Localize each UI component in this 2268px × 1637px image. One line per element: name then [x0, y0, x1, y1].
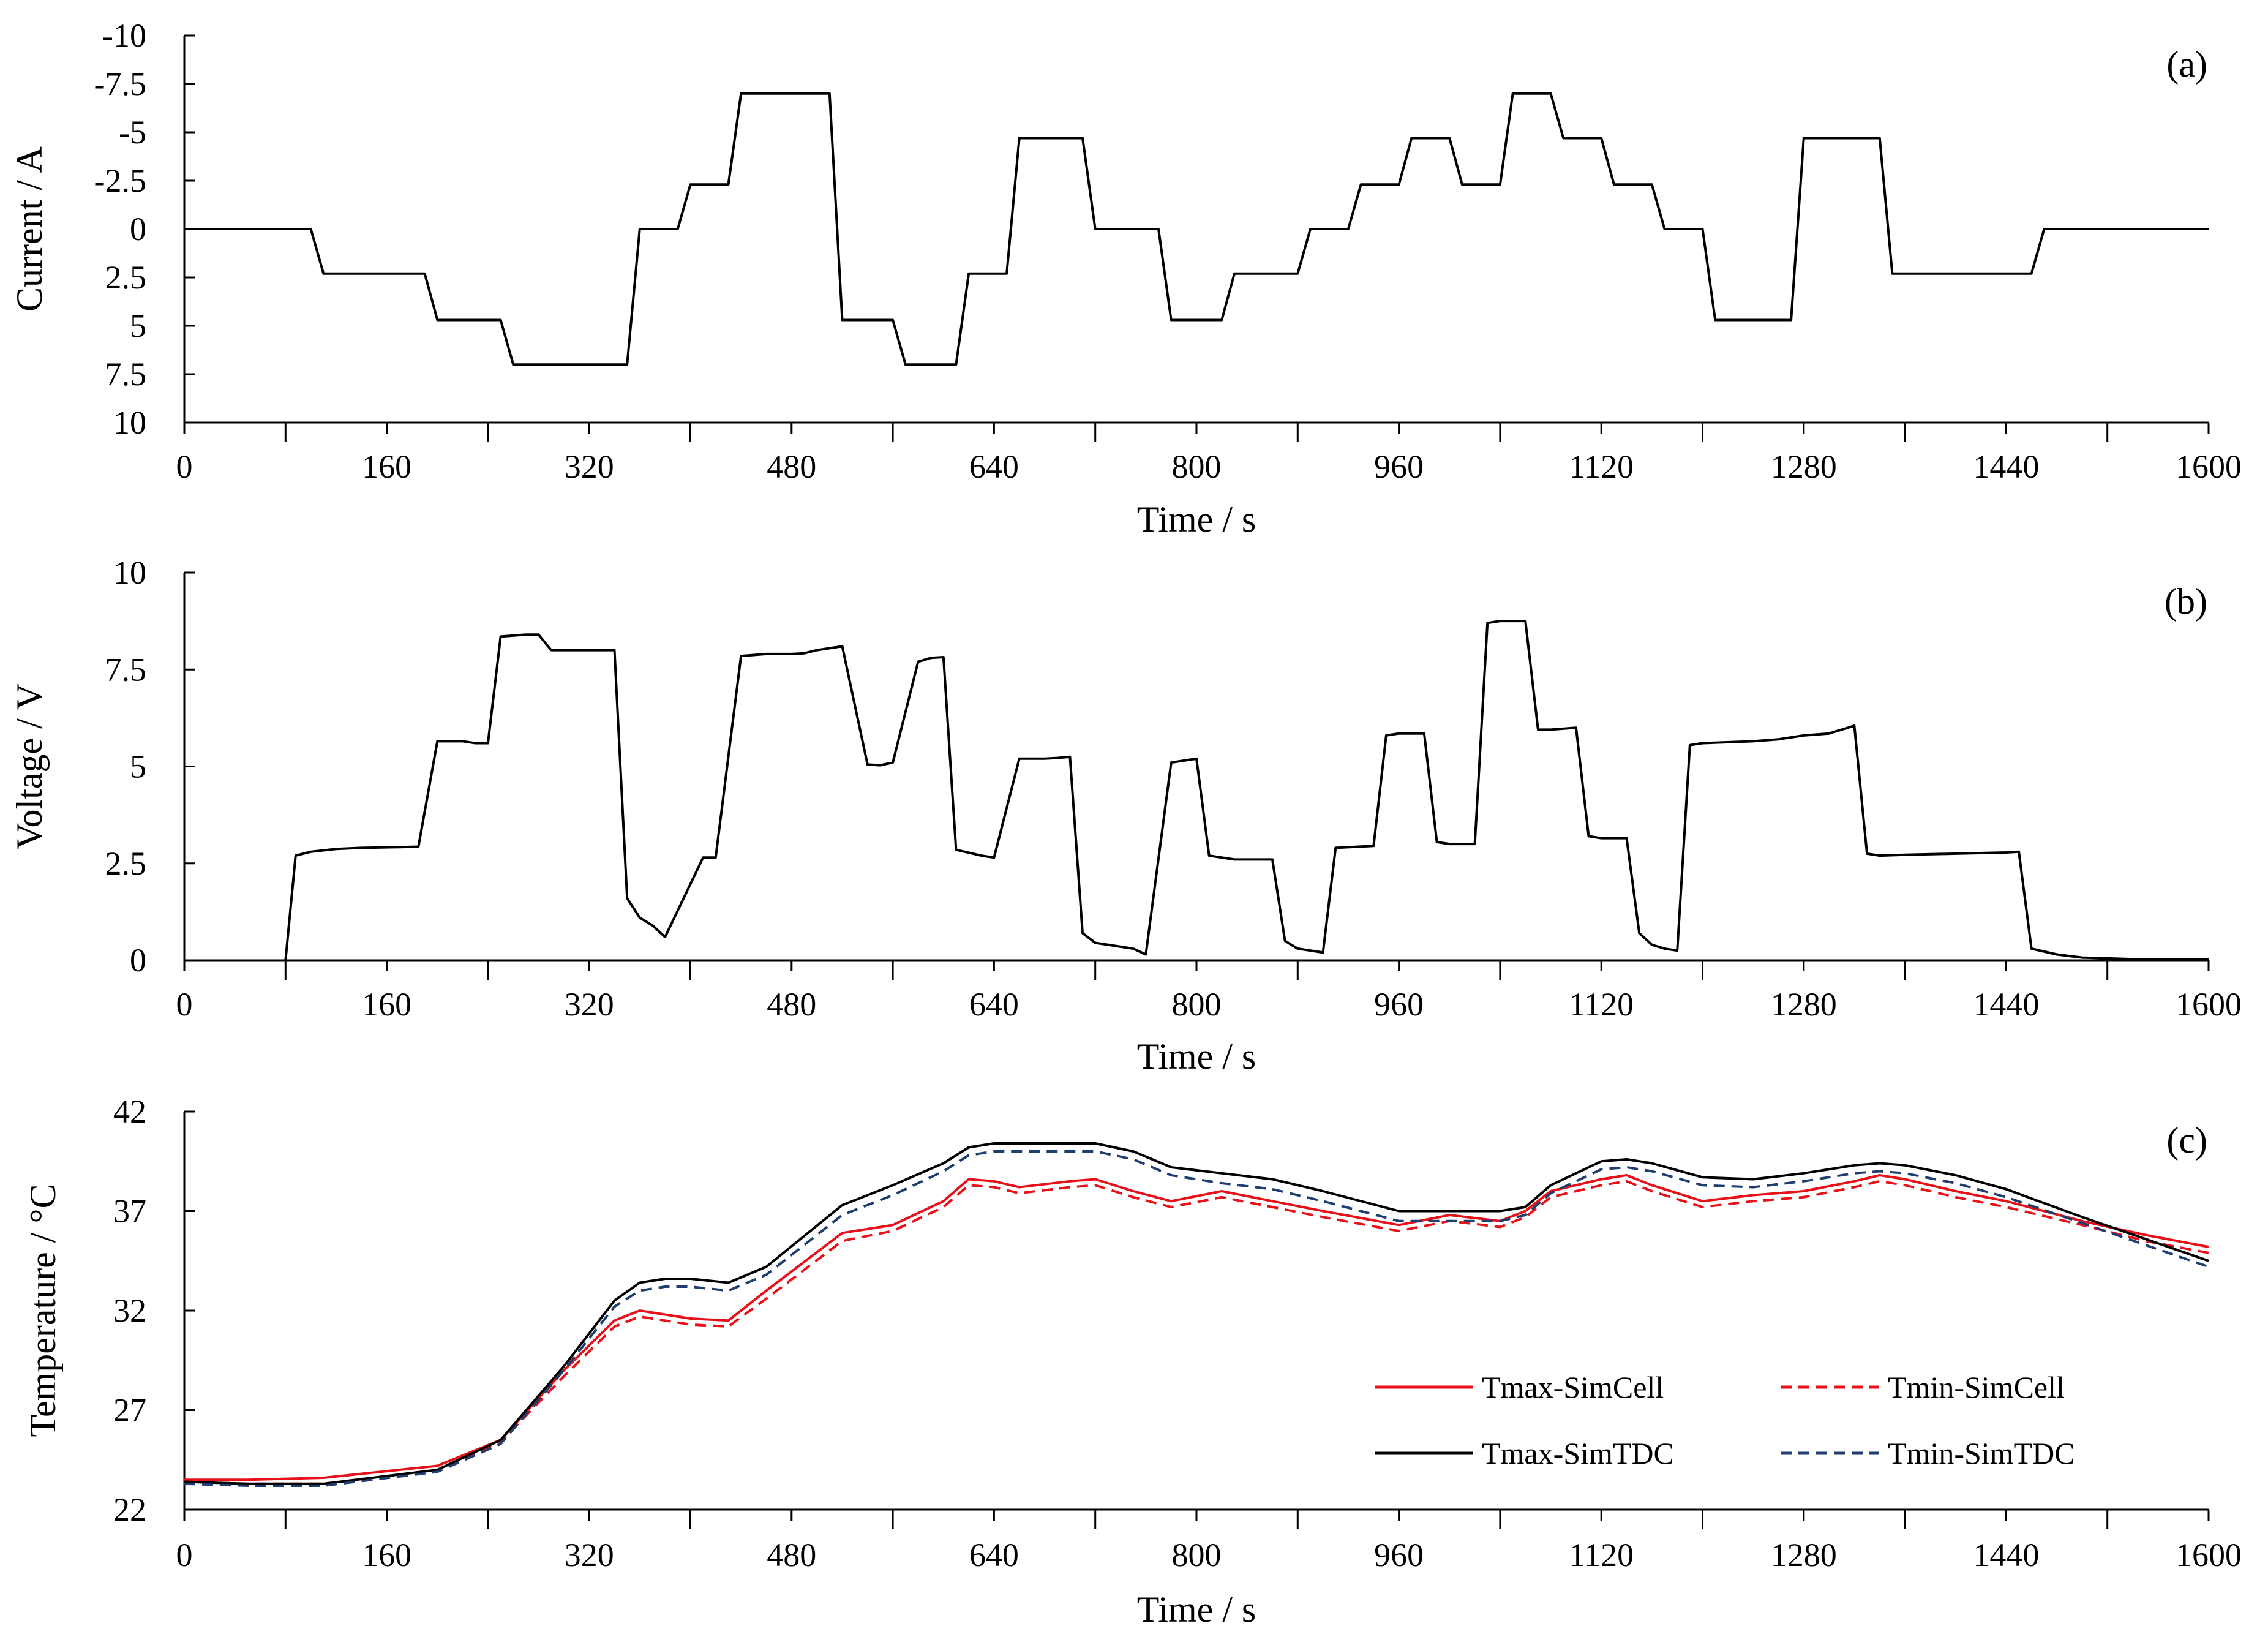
x-tick-label: 1440 [1973, 1537, 2039, 1573]
x-tick-label: 320 [565, 1537, 614, 1573]
x-tick-label: 320 [565, 986, 614, 1023]
legend-label: Tmin-SimCell [1888, 1370, 2065, 1404]
y-tick-label: 37 [113, 1193, 146, 1230]
y-axis-label: Voltage / V [9, 683, 50, 849]
y-tick-label: 32 [113, 1292, 146, 1329]
x-tick-label: 320 [565, 448, 614, 485]
x-tick-label: 1280 [1771, 986, 1837, 1023]
y-axis-label: Current / A [9, 146, 50, 312]
x-tick-label: 1440 [1973, 986, 2039, 1023]
y-tick-label: 7.5 [105, 651, 147, 688]
y-tick-label: 10 [113, 404, 146, 441]
x-tick-label: 1600 [2176, 448, 2242, 485]
series-line-voltage [284, 620, 2209, 961]
x-tick-label: 960 [1374, 986, 1424, 1023]
x-tick-label: 1120 [1569, 986, 1634, 1023]
panel-c-temperature: 0 160 320 480 640 800 960 1120 1280 1440 1600 22 27 3… [23, 1093, 2242, 1630]
x-axis-label: Time / s [1137, 499, 1256, 540]
panel-b-voltage: 0 160 320 480 640 800 960 1120 1280 1440 1600 0 2.5 5… [9, 554, 2242, 1077]
series-line-tmin-simtdc [184, 1150, 2209, 1487]
x-tick-label: 960 [1374, 448, 1424, 485]
x-tick-label: 160 [362, 986, 411, 1023]
x-tick-label: 1280 [1771, 1537, 1837, 1573]
y-tick-label: 0 [130, 211, 146, 247]
x-tick-label: 0 [176, 448, 193, 485]
x-tick-label: 480 [767, 1537, 816, 1573]
panel-label: (a) [2166, 44, 2207, 85]
series-line-current [184, 92, 2209, 366]
series-line-tmin-simcell [184, 1180, 2209, 1485]
y-tick-label: -7.5 [94, 66, 146, 102]
y-tick-label: 42 [113, 1093, 146, 1130]
x-tick-label: 640 [969, 986, 1019, 1023]
x-tick-label: 0 [176, 1537, 193, 1573]
legend-label: Tmax-SimCell [1482, 1370, 1664, 1404]
y-tick-label: -10 [102, 17, 146, 54]
panel-label: (c) [2166, 1120, 2207, 1161]
x-tick-label: 640 [969, 1537, 1019, 1573]
x-tick-label: 160 [362, 1537, 411, 1573]
x-tick-label: 480 [767, 986, 816, 1023]
legend-label: Tmax-SimTDC [1482, 1436, 1674, 1470]
x-tick-label: 800 [1172, 1537, 1222, 1573]
x-tick-label: 1440 [1973, 448, 2039, 485]
y-tick-label: -5 [119, 114, 146, 151]
y-tick-label: 27 [113, 1392, 146, 1429]
x-tick-label: 1600 [2176, 986, 2242, 1023]
x-axis-label: Time / s [1137, 1589, 1256, 1630]
x-tick-label: 0 [176, 986, 193, 1023]
x-tick-label: 800 [1172, 448, 1222, 485]
x-tick-label: 1600 [2176, 1537, 2242, 1573]
panel-label: (b) [2165, 581, 2207, 622]
x-tick-label: 640 [969, 448, 1019, 485]
series-line-tmax-simtdc [184, 1142, 2209, 1485]
x-tick-label: 1120 [1569, 1537, 1634, 1573]
legend: Tmax-SimCell Tmin-SimCell Tmax-SimTDC Tmin-… [1375, 1370, 2075, 1470]
x-tick-label: 960 [1374, 1537, 1424, 1573]
y-tick-label: 10 [113, 554, 146, 591]
y-tick-label: 2.5 [105, 259, 147, 296]
y-tick-label: 22 [113, 1491, 146, 1528]
y-tick-label: 5 [130, 307, 146, 344]
y-axis-label: Temperature / °C [23, 1184, 63, 1437]
x-tick-label: 160 [362, 448, 411, 485]
series-line-tmax-simcell [184, 1174, 2209, 1481]
x-tick-label: 480 [767, 448, 816, 485]
x-tick-label: 800 [1172, 986, 1222, 1023]
y-tick-label: 5 [130, 748, 146, 785]
x-tick-label: 1120 [1569, 448, 1634, 485]
panel-a-current: 0 160 320 480 640 800 960 1120 1280 1440 1600 -10 -7… [9, 17, 2242, 540]
x-tick-label: 1280 [1771, 448, 1837, 485]
x-axis-label: Time / s [1137, 1036, 1256, 1077]
y-tick-label: 2.5 [105, 845, 147, 882]
y-tick-label: -2.5 [94, 162, 146, 199]
y-tick-label: 7.5 [105, 356, 147, 393]
y-tick-label: 0 [130, 942, 146, 979]
legend-label: Tmin-SimTDC [1888, 1436, 2075, 1470]
